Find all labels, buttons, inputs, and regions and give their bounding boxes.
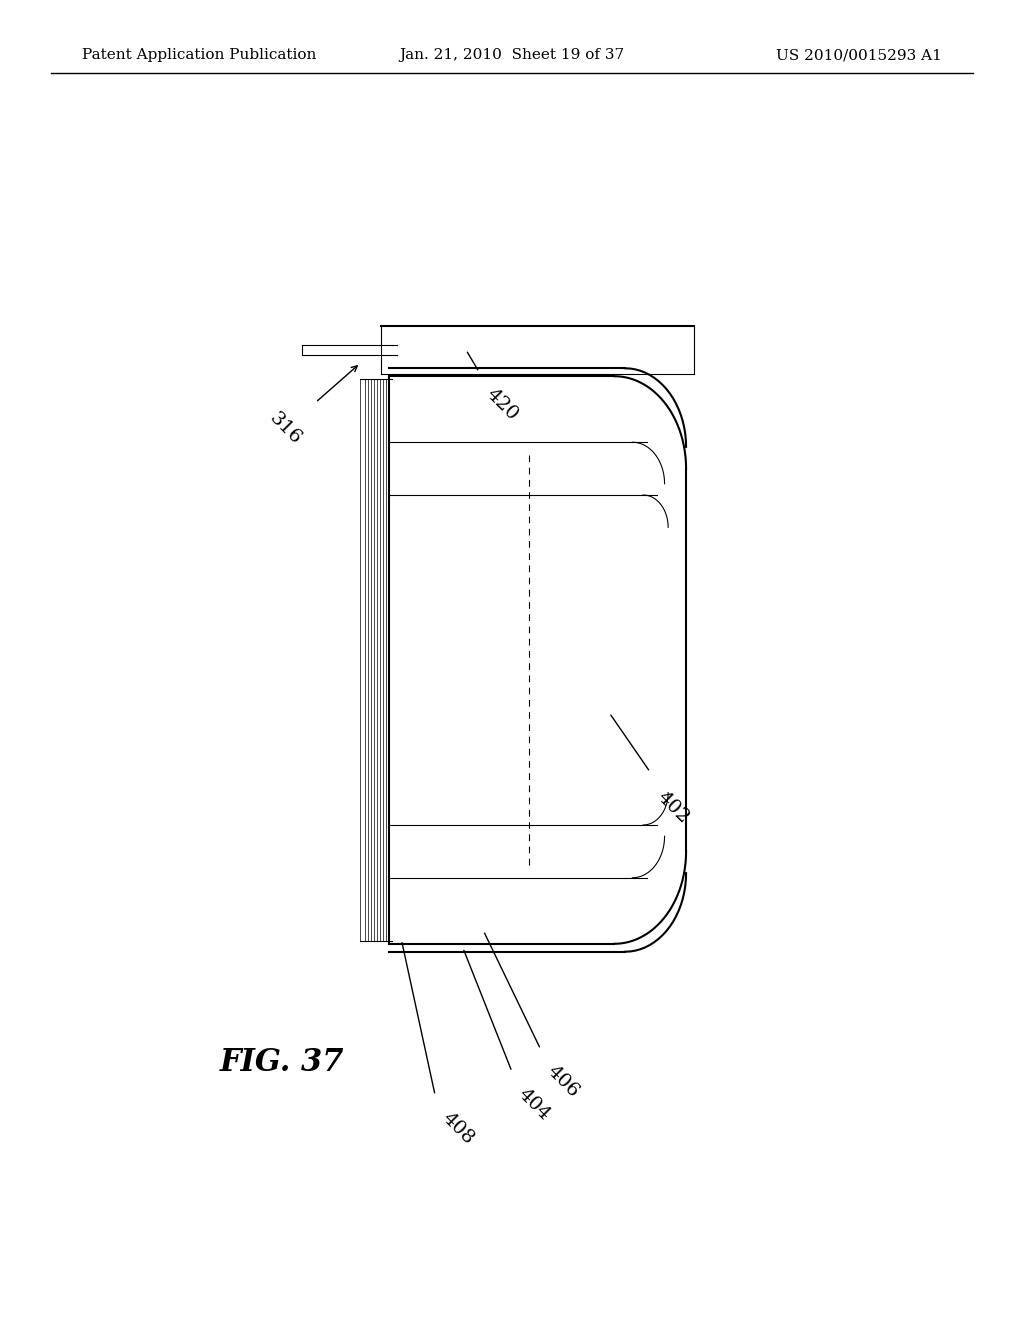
Text: US 2010/0015293 A1: US 2010/0015293 A1	[776, 49, 942, 62]
Text: FIG. 37: FIG. 37	[220, 1047, 345, 1078]
Text: 404: 404	[515, 1085, 554, 1125]
Text: 316: 316	[266, 409, 305, 449]
Text: 402: 402	[653, 788, 692, 828]
Text: 408: 408	[438, 1109, 477, 1148]
Text: 420: 420	[482, 385, 521, 425]
Text: Jan. 21, 2010  Sheet 19 of 37: Jan. 21, 2010 Sheet 19 of 37	[399, 49, 625, 62]
Text: Patent Application Publication: Patent Application Publication	[82, 49, 316, 62]
Text: 406: 406	[544, 1063, 583, 1102]
